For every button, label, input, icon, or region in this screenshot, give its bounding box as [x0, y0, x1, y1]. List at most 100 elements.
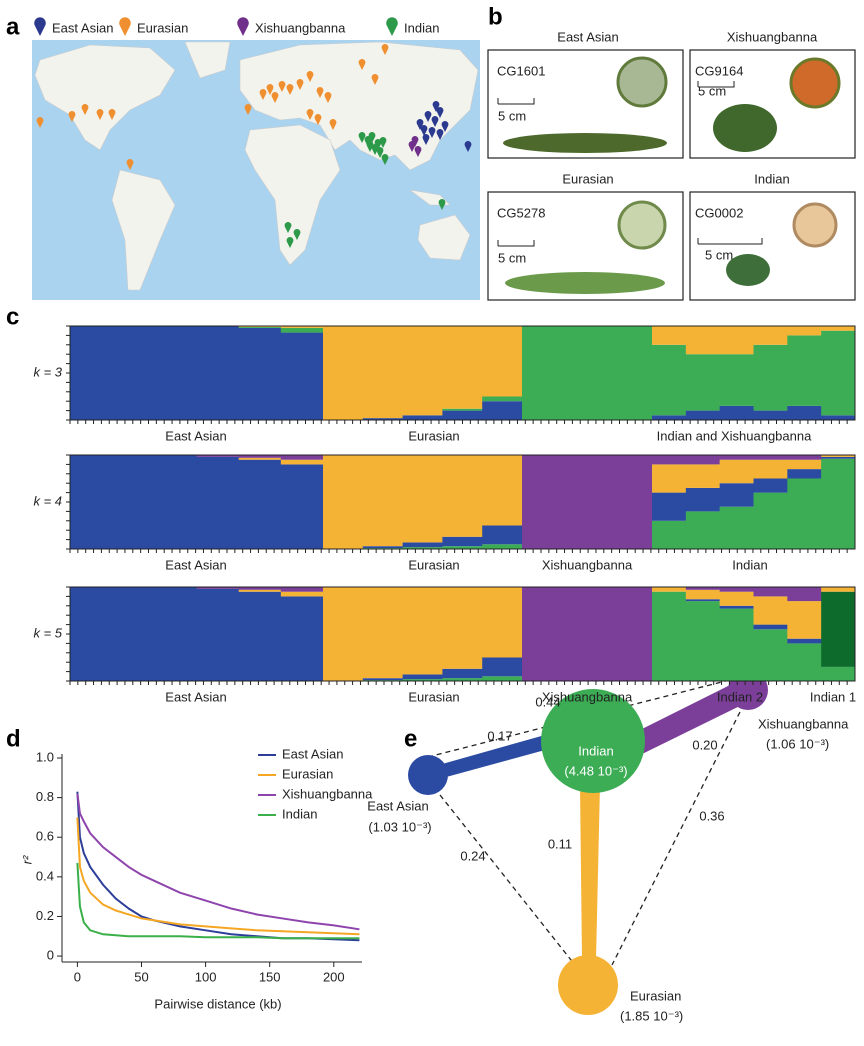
ancestry-segment: [787, 643, 821, 681]
fruit-slice: [794, 204, 836, 246]
ancestry-segment: [239, 327, 281, 328]
x-tick-label: 50: [134, 969, 148, 984]
ancestry-segment: [442, 411, 482, 420]
ancestry-segment: [154, 455, 196, 549]
scale-label: 5 cm: [498, 250, 526, 265]
ancestry-segment: [363, 455, 403, 546]
ancestry-segment: [522, 587, 566, 681]
ancestry-segment: [154, 326, 196, 420]
ancestry-segment: [754, 455, 788, 460]
ancestry-segment: [754, 411, 788, 420]
node-diversity: (1.06 10⁻³): [766, 736, 829, 751]
ancestry-segment: [281, 464, 323, 549]
ancestry-segment: [720, 483, 754, 507]
ancestry-segment: [442, 669, 482, 678]
figure: a b c d e East Asian Xishuangbanna Euras…: [0, 0, 864, 1041]
panel-letter: e: [404, 725, 417, 752]
map-pin: [237, 17, 249, 36]
ancestry-segment: [403, 415, 443, 420]
ancestry-segment: [154, 587, 196, 681]
ancestry-segment: [754, 629, 788, 681]
ancestry-segment: [787, 326, 821, 335]
panel-letter: d: [6, 725, 21, 752]
ancestry-segment: [720, 455, 754, 460]
legend-label: Eurasian: [282, 766, 333, 781]
ancestry-segment: [112, 326, 154, 420]
ancestry-segment: [70, 326, 112, 420]
ancestry-segment: [239, 592, 281, 681]
ancestry-segment: [787, 479, 821, 550]
ancestry-segment: [754, 479, 788, 493]
x-tick-label: 100: [195, 969, 217, 984]
ancestry-segment: [754, 625, 788, 630]
ancestry-segment: [281, 455, 323, 460]
ancestry-segment: [652, 455, 686, 464]
ancestry-segment: [403, 587, 443, 674]
ancestry-segment: [686, 590, 720, 599]
y-tick-label: 0.6: [36, 829, 54, 844]
ancestry-segment: [686, 464, 720, 488]
legend-label: East Asian: [282, 746, 343, 761]
map-pin: [34, 17, 46, 36]
map-pin: [119, 17, 131, 36]
node-label: Eurasian: [630, 988, 681, 1003]
node-label: Indian: [578, 743, 613, 758]
ancestry-segment: [720, 592, 754, 606]
ancestry-segment: [565, 326, 609, 420]
ancestry-segment: [652, 493, 686, 521]
node-label: East Asian: [367, 798, 428, 813]
ancestry-segment: [720, 507, 754, 549]
ancestry-segment: [720, 406, 754, 420]
fruit-slice: [619, 202, 665, 248]
ancestry-segment: [787, 335, 821, 406]
ancestry-segment: [281, 333, 323, 420]
ancestry-segment: [482, 401, 522, 420]
ancestry-segment: [754, 345, 788, 411]
ancestry-segment: [787, 460, 821, 469]
y-tick-label: 1.0: [36, 749, 54, 764]
accession-id: CG1601: [497, 63, 545, 78]
ancestry-segment: [239, 458, 281, 460]
ancestry-segment: [609, 326, 653, 420]
ancestry-segment: [197, 457, 239, 549]
ancestry-segment: [754, 460, 788, 479]
ancestry-segment: [403, 674, 443, 679]
ancestry-segment: [821, 326, 855, 331]
ancestry-segment: [363, 326, 403, 418]
panel-letter: c: [6, 303, 19, 330]
network: Indian (4.48 10⁻³) East Asian (1.03 10⁻³…: [367, 670, 849, 1023]
legend-label: Indian: [404, 20, 439, 35]
scale-label: 5 cm: [698, 83, 726, 98]
group-label: Eurasian: [408, 428, 459, 443]
group-label: Indian: [732, 557, 767, 572]
ancestry-segment: [281, 592, 323, 597]
edge: [440, 795, 575, 965]
photo-group: Xishuangbanna: [727, 29, 818, 44]
ancestry-segment: [239, 590, 281, 592]
group-label: Xishuangbanna: [542, 557, 633, 572]
ancestry-segment: [482, 658, 522, 677]
ancestry-segment: [323, 326, 363, 420]
x-tick-label: 200: [323, 969, 345, 984]
legend-label: Xishuangbanna: [282, 786, 373, 801]
ancestry-segment: [70, 587, 112, 681]
ancestry-segment: [482, 455, 522, 526]
ancestry-segment: [442, 537, 482, 546]
ancestry-segment: [522, 455, 566, 549]
group-label: Xishuangbanna: [542, 689, 633, 704]
k-label: k = 3: [33, 364, 62, 379]
ancestry-segment: [482, 587, 522, 658]
ancestry-segment: [720, 609, 754, 681]
ancestry-segment: [821, 457, 855, 459]
ancestry-segment: [482, 544, 522, 549]
ancestry-segment: [652, 592, 686, 681]
legend-label: Eurasian: [137, 20, 188, 35]
fruit: [503, 133, 667, 153]
ancestry-segment: [720, 587, 754, 592]
ancestry-segment: [609, 587, 653, 681]
ancestry-segment: [442, 587, 482, 669]
ancestry-segment: [522, 326, 566, 420]
ancestry-segment: [112, 587, 154, 681]
ancestry-segment: [686, 601, 720, 681]
ancestry-segment: [720, 460, 754, 484]
